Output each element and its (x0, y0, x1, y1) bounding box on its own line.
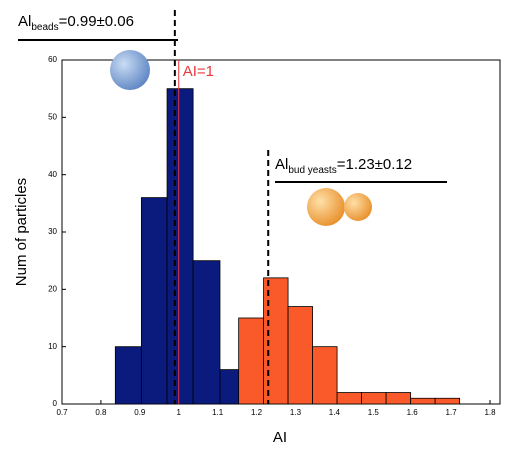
x-tick-label: 0.7 (56, 408, 68, 417)
bead-icon (110, 50, 150, 90)
y-tick-label: 10 (48, 342, 57, 351)
x-tick-label: 0.9 (134, 408, 146, 417)
bar (192, 260, 221, 405)
annotation-value: =1.23±0.12 (337, 156, 412, 173)
x-tick-label: 1.1 (212, 408, 224, 417)
bar (434, 397, 461, 405)
y-axis-label: Num of particles (13, 178, 30, 286)
x-tick-label: 1.7 (446, 408, 458, 417)
x-tick-label: 1 (177, 408, 182, 417)
x-axis-label: AI (273, 429, 287, 446)
x-tick-label: 1.4 (329, 408, 341, 417)
bar (238, 317, 264, 405)
x-tick-label: 0.8 (95, 408, 107, 417)
bar (140, 197, 168, 405)
x-tick-label: 1.8 (484, 408, 496, 417)
y-tick-label: 40 (48, 170, 57, 179)
x-tick-label: 1.2 (251, 408, 263, 417)
annotation: Albud yeasts=1.23±0.12 (275, 156, 412, 176)
annotation-main: Al (275, 156, 288, 173)
x-tick-label: 1.3 (290, 408, 302, 417)
bar (287, 306, 313, 405)
bar (385, 392, 412, 405)
y-tick-label: 20 (48, 284, 57, 293)
yeast-icon (344, 193, 372, 221)
y-tick-label: 30 (48, 227, 57, 236)
bar (336, 392, 363, 405)
y-tick-label: 60 (48, 55, 57, 64)
bar (166, 88, 194, 405)
annotation-main: Al (18, 13, 31, 30)
x-tick-label: 1.5 (368, 408, 380, 417)
annotation-sub: bud yeasts (288, 165, 336, 176)
bar (114, 346, 142, 405)
bar (361, 392, 387, 405)
y-tick-label: 50 (48, 112, 57, 121)
annotation: Albeads=0.99±0.06 (18, 13, 134, 33)
bar (410, 397, 436, 405)
bar (312, 346, 338, 405)
y-tick-label: 0 (53, 399, 58, 408)
annotation-sub: beads (31, 22, 58, 33)
x-tick-label: 1.6 (407, 408, 419, 417)
annotation: AI=1 (183, 63, 214, 80)
yeast-icon (307, 188, 345, 226)
annotation-value: =0.99±0.06 (59, 13, 134, 30)
